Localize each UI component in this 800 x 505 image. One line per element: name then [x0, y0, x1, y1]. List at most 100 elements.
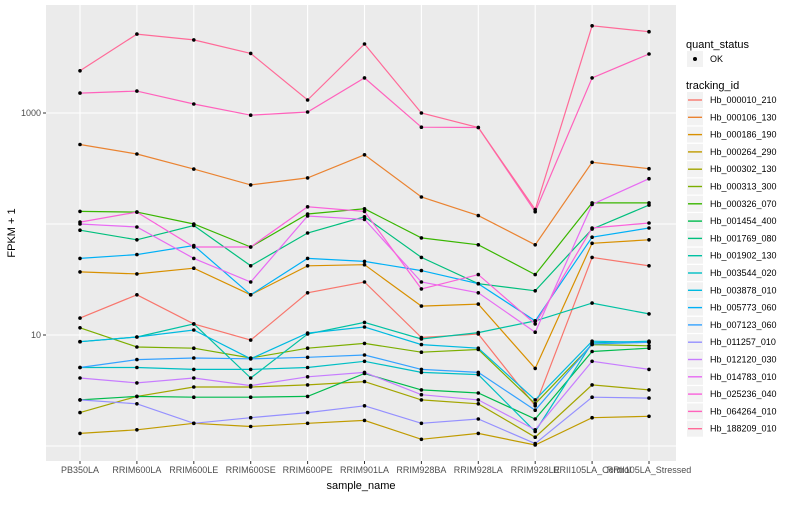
- data-point-Hb_001769_080: [647, 203, 651, 207]
- data-point-Hb_012120_030: [135, 381, 139, 385]
- legend-label-Hb_064264_010: Hb_064264_010: [710, 406, 777, 416]
- x-tick-labels: PB350LA RRIM600LA RRIM600LE RRIM600SE RRIM60…: [61, 465, 691, 475]
- x-tick-label: RRIM928BA: [396, 465, 446, 475]
- data-point-Hb_007123_060: [362, 353, 367, 357]
- data-point-Hb_001454_400: [305, 394, 310, 399]
- x-tick-label: RRIM928LE: [511, 465, 560, 475]
- data-point-Hb_014783_010: [419, 280, 424, 284]
- legend-items: Hb_000010_210 Hb_000106_130 Hb_000186_190 H…: [687, 92, 777, 437]
- data-point-Hb_007123_060: [135, 357, 139, 362]
- data-point-Hb_012120_030: [476, 398, 481, 402]
- data-point-Hb_000106_130: [362, 153, 367, 157]
- legend-label-Hb_005773_060: Hb_005773_060: [710, 303, 777, 313]
- data-point-Hb_003878_010: [192, 328, 196, 332]
- data-point-Hb_007123_060: [78, 365, 82, 370]
- data-point-Hb_188209_010: [533, 207, 537, 212]
- data-point-Hb_025236_040: [476, 272, 481, 277]
- legend-label-ok: OK: [710, 54, 723, 64]
- legend-label-Hb_014783_010: Hb_014783_010: [710, 372, 777, 382]
- data-point-Hb_000264_290: [647, 414, 651, 419]
- data-point-Hb_025236_040: [419, 287, 424, 291]
- y-tick-label-1000: 1000: [21, 108, 41, 118]
- data-point-Hb_025236_040: [590, 226, 594, 230]
- data-point-Hb_000186_190: [78, 270, 82, 274]
- legend-label-Hb_188209_010: Hb_188209_010: [710, 424, 777, 434]
- data-point-Hb_064264_010: [78, 91, 82, 95]
- data-point-Hb_003544_020: [248, 367, 253, 372]
- x-tick-label: RRIM600LE: [169, 465, 218, 475]
- data-point-Hb_011257_010: [362, 404, 367, 408]
- data-point-Hb_000106_130: [533, 243, 537, 247]
- data-point-Hb_000302_130: [419, 398, 424, 402]
- data-point-Hb_064264_010: [362, 76, 367, 80]
- data-point-Hb_003544_020: [305, 365, 310, 370]
- data-point-Hb_001769_080: [533, 289, 537, 293]
- data-point-Hb_064264_010: [248, 113, 253, 117]
- data-point-Hb_001769_080: [78, 228, 82, 232]
- data-point-Hb_001902_130: [647, 312, 651, 316]
- data-point-Hb_000313_300: [305, 346, 310, 351]
- data-point-Hb_005773_060: [248, 293, 253, 297]
- data-point-Hb_000186_190: [305, 264, 310, 268]
- legend-title-quant-status: quant_status: [686, 39, 749, 51]
- data-point-Hb_001454_400: [647, 346, 651, 351]
- data-point-Hb_012120_030: [533, 428, 537, 432]
- data-point-Hb_025236_040: [647, 221, 651, 225]
- legend-label-Hb_012120_030: Hb_012120_030: [710, 355, 777, 365]
- data-point-Hb_000302_130: [305, 383, 310, 387]
- data-point-Hb_000302_130: [192, 385, 196, 389]
- data-point-Hb_000010_210: [590, 255, 594, 260]
- data-point-Hb_005773_060: [305, 256, 310, 261]
- legend-label-Hb_011257_010: Hb_011257_010: [710, 337, 776, 347]
- data-point-Hb_000010_210: [362, 280, 367, 284]
- data-point-Hb_003878_010: [590, 339, 594, 344]
- data-point-Hb_000010_210: [647, 264, 651, 268]
- data-point-Hb_000106_130: [305, 176, 310, 180]
- data-point-Hb_001454_400: [590, 349, 594, 354]
- data-point-Hb_011257_010: [248, 415, 253, 420]
- data-point-Hb_011257_010: [419, 421, 424, 426]
- data-point-Hb_011257_010: [135, 402, 139, 406]
- data-point-Hb_001769_080: [135, 238, 139, 242]
- x-tick-label: RRII105LA_Stressed: [607, 465, 692, 475]
- data-point-Hb_000313_300: [192, 346, 196, 351]
- data-point-Hb_001769_080: [362, 215, 367, 219]
- data-point-Hb_000302_130: [78, 410, 82, 415]
- data-point-Hb_003878_010: [419, 342, 424, 347]
- y-axis-title: FPKM + 1: [6, 208, 18, 257]
- data-point-Hb_000264_290: [135, 428, 139, 432]
- data-point-Hb_000186_190: [419, 304, 424, 308]
- legend-label-Hb_000326_070: Hb_000326_070: [710, 199, 777, 209]
- data-point-Hb_000186_190: [135, 272, 139, 276]
- data-point-Hb_000264_290: [590, 415, 594, 420]
- data-point-Hb_000302_130: [476, 402, 481, 406]
- data-point-Hb_000313_300: [78, 326, 82, 330]
- data-point-Hb_000010_210: [78, 316, 82, 320]
- data-point-Hb_000326_070: [362, 207, 367, 211]
- data-point-Hb_005773_060: [362, 259, 367, 264]
- legend-label-Hb_001902_130: Hb_001902_130: [710, 251, 777, 261]
- data-point-Hb_001769_080: [305, 231, 310, 235]
- data-point-Hb_000326_070: [533, 272, 537, 277]
- data-point-Hb_000106_130: [248, 183, 253, 187]
- data-point-Hb_001454_400: [248, 395, 253, 400]
- data-point-Hb_001769_080: [248, 264, 253, 268]
- data-point-Hb_005773_060: [590, 235, 594, 239]
- data-point-Hb_011257_010: [192, 421, 196, 426]
- data-point-Hb_000106_130: [590, 160, 594, 165]
- data-point-Hb_001454_400: [192, 395, 196, 400]
- data-point-Hb_000010_210: [135, 293, 139, 297]
- x-tick-label: RRIM600SE: [226, 465, 276, 475]
- data-point-Hb_003878_010: [533, 398, 537, 402]
- legend-label-Hb_003544_020: Hb_003544_020: [710, 268, 777, 278]
- legend-label-Hb_000313_300: Hb_000313_300: [710, 182, 777, 192]
- data-point-Hb_012120_030: [78, 376, 82, 380]
- plot-panel: [46, 5, 676, 461]
- legend-title-tracking-id: tracking_id: [686, 80, 739, 92]
- data-point-Hb_064264_010: [192, 102, 196, 106]
- x-tick-label: RRIM600LA: [112, 465, 161, 475]
- data-point-Hb_000326_070: [476, 243, 481, 247]
- x-tick-label: PB350LA: [61, 465, 99, 475]
- data-point-Hb_025236_040: [248, 245, 253, 249]
- data-point-Hb_007123_060: [248, 357, 253, 361]
